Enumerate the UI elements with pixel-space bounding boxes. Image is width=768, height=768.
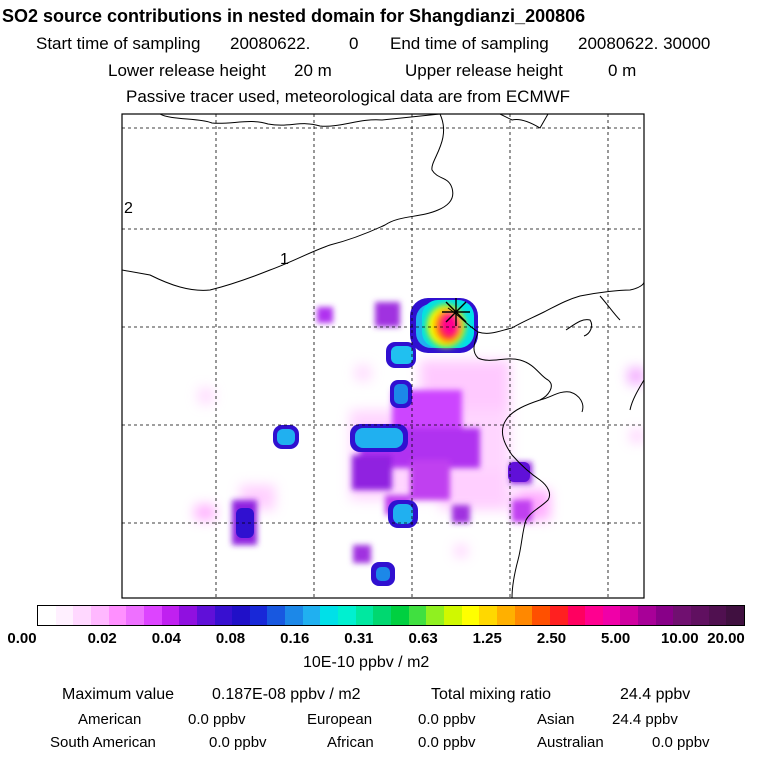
region-value-european: 0.0 ppbv [418,711,476,728]
end-time-value: 20080622. 30000 [578,34,711,53]
colorbar-cell [320,606,339,626]
colorbar-cell [161,606,181,626]
total-mixing-value: 24.4 ppbv [620,686,691,703]
lower-height-value: 20 m [294,61,332,80]
region-value-south-american: 0.0 ppbv [209,734,267,751]
colorbar-cell [673,606,692,626]
colorbar-cell [267,606,286,626]
region-name-african: African [327,734,374,751]
start-time-value: 20080622. [230,34,311,53]
region-label-2: 2 [124,200,133,217]
colorbar-cell [249,606,268,626]
colorbar-cell [338,606,357,626]
colorbar-cell [638,606,657,626]
total-mixing-label: Total mixing ratio [431,686,552,703]
max-value-label: Maximum value [62,686,175,703]
colorbar-tick-label: 0.08 [215,630,246,647]
colorbar-tick-label: 0.16 [280,630,310,647]
colorbar-cell [479,606,498,626]
region-value-asian: 24.4 ppbv [612,711,678,728]
colorbar-tick-label: 0.31 [344,630,374,647]
colorbar-cell [620,606,639,626]
region-value-african: 0.0 ppbv [418,734,476,751]
colorbar-cell [391,606,410,626]
colorbar-cell [726,606,746,626]
colorbar-cell [302,606,322,626]
colorbar-cell [496,606,516,626]
colorbar-cell [285,606,304,626]
colorbar-tick-label: 2.50 [536,630,567,647]
colorbar-cell [38,606,57,626]
colorbar-tick-label: 5.00 [601,630,631,647]
colorbar-tick-label: 0.04 [151,630,181,647]
colorbar-cell [108,606,127,626]
colorbar-cell [585,606,605,626]
region-label-1: 1 [280,251,289,268]
page-title: SO2 source contributions in nested domai… [2,6,586,26]
colorbar-cell [232,606,252,626]
colorbar-cell [196,606,215,626]
start-time-label: Start time of sampling [36,34,201,53]
colorbar-cell [55,606,74,626]
upper-height-label: Upper release height [405,61,563,80]
colorbar-cell [408,606,427,626]
colorbar-cell [443,606,464,626]
lower-height-label: Lower release height [108,61,266,80]
colorbar-cell [426,606,445,626]
region-value-australian: 0.0 ppbv [652,734,710,751]
colorbar-tick-label: 1.25 [472,630,502,647]
region-name-australian: Australian [537,734,604,751]
grid-lines [122,114,644,598]
colorbar-cell [90,606,111,626]
map-frame [121,113,645,599]
colorbar-cell [567,606,586,626]
concentration-field [195,298,644,586]
upper-height-value: 0 m [608,61,637,80]
colorbar-cell [514,606,534,626]
region-value-american: 0.0 ppbv [188,711,246,728]
region-name-european: European [307,711,373,728]
tracer-info: Passive tracer used, meteorological data… [126,87,571,106]
colorbar-cell [691,606,710,626]
colorbar-cell [461,606,480,626]
colorbar-cell [73,606,92,626]
colorbar-cell [179,606,198,626]
colorbar-cell [355,606,374,626]
station-marker-icon [442,298,470,326]
colorbar-tick-label: 20.00 [707,630,745,647]
colorbar-cell [549,606,568,626]
region-name-asian: Asian [537,711,575,728]
colorbar-cell [373,606,393,626]
colorbar-tick-label: 10.00 [661,630,699,647]
colorbar-unit: 10E-10 ppbv / m2 [303,654,430,671]
start-time-hour: 0 [349,34,359,53]
colorbar-cell [126,606,145,626]
max-value: 0.187E-08 ppbv / m2 [212,686,361,703]
colorbar-cell [214,606,233,626]
colorbar-cell [708,606,727,626]
region-name-american: American [78,711,142,728]
colorbar-cell [532,606,551,626]
colorbar-tick-label: 0.63 [408,630,438,647]
colorbar-cell [655,606,675,626]
coastline-borders [122,114,644,598]
colorbar-cell [602,606,621,626]
colorbar-tick-label: 0.02 [87,630,117,647]
end-time-label: End time of sampling [390,34,549,53]
colorbar-cell [143,606,163,626]
colorbar-tick-label: 0.00 [7,630,37,647]
region-name-south-american: South American [50,734,156,751]
